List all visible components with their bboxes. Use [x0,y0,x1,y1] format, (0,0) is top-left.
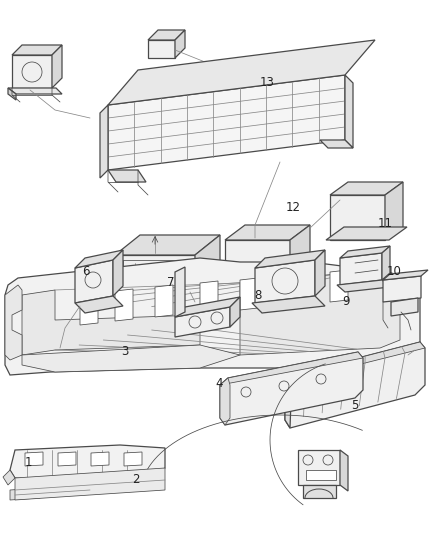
Polygon shape [108,170,146,182]
Polygon shape [12,45,62,55]
Polygon shape [220,270,315,285]
Polygon shape [75,260,113,303]
Text: 11: 11 [378,217,393,230]
Polygon shape [340,450,348,491]
Polygon shape [80,293,98,325]
Polygon shape [115,320,195,328]
Polygon shape [10,488,40,500]
Polygon shape [52,45,62,88]
Text: 5: 5 [351,399,358,411]
Polygon shape [385,182,403,240]
Polygon shape [225,240,290,285]
Polygon shape [320,140,353,148]
Polygon shape [3,470,15,485]
Polygon shape [25,452,43,466]
Text: 2: 2 [132,473,140,486]
Polygon shape [91,452,109,466]
Polygon shape [382,246,390,280]
Polygon shape [252,296,325,313]
Polygon shape [240,278,258,310]
Polygon shape [326,227,407,240]
Polygon shape [303,485,336,498]
Polygon shape [8,88,16,100]
Polygon shape [383,270,428,280]
Polygon shape [148,30,185,40]
Polygon shape [175,297,240,317]
Polygon shape [240,270,400,355]
Polygon shape [255,260,315,303]
Polygon shape [22,345,240,372]
Text: 7: 7 [167,276,175,289]
Polygon shape [60,483,90,495]
Polygon shape [285,375,292,428]
Polygon shape [175,30,185,58]
Polygon shape [5,258,420,375]
Polygon shape [100,105,108,178]
Text: 9: 9 [342,295,350,308]
Polygon shape [220,352,363,385]
Polygon shape [108,75,345,170]
Polygon shape [22,290,200,355]
Polygon shape [10,445,165,480]
Polygon shape [58,452,76,466]
Text: 6: 6 [81,265,89,278]
Text: 10: 10 [387,265,402,278]
Polygon shape [15,468,165,500]
Polygon shape [306,470,336,480]
Polygon shape [12,55,52,88]
Polygon shape [75,296,123,313]
Polygon shape [383,276,421,302]
Polygon shape [337,280,390,292]
Polygon shape [255,250,325,268]
Polygon shape [108,40,375,105]
Polygon shape [298,450,340,485]
Polygon shape [315,250,325,296]
Polygon shape [195,235,220,320]
Polygon shape [115,255,195,320]
Polygon shape [285,342,425,428]
Polygon shape [345,75,353,148]
Polygon shape [225,225,310,240]
Text: 8: 8 [255,289,262,302]
Polygon shape [330,195,385,240]
Polygon shape [5,285,22,360]
Polygon shape [340,246,390,258]
Polygon shape [220,352,363,425]
Polygon shape [220,378,230,425]
Polygon shape [290,225,310,285]
Polygon shape [330,182,403,195]
Text: 12: 12 [286,201,301,214]
Polygon shape [155,285,173,317]
Polygon shape [148,40,175,58]
Text: 3: 3 [121,345,128,358]
Polygon shape [340,253,382,285]
Polygon shape [124,452,142,466]
Polygon shape [115,235,220,255]
Text: 13: 13 [260,76,275,89]
Polygon shape [230,297,240,327]
Polygon shape [113,250,123,296]
Polygon shape [200,281,218,313]
Polygon shape [175,267,185,317]
Polygon shape [285,342,425,383]
Polygon shape [75,250,123,268]
Text: 1: 1 [25,456,32,469]
Polygon shape [115,289,133,321]
Polygon shape [175,307,230,337]
Text: 4: 4 [215,377,223,390]
Polygon shape [290,274,308,306]
Polygon shape [330,270,348,302]
Polygon shape [8,88,62,94]
Polygon shape [391,298,418,316]
